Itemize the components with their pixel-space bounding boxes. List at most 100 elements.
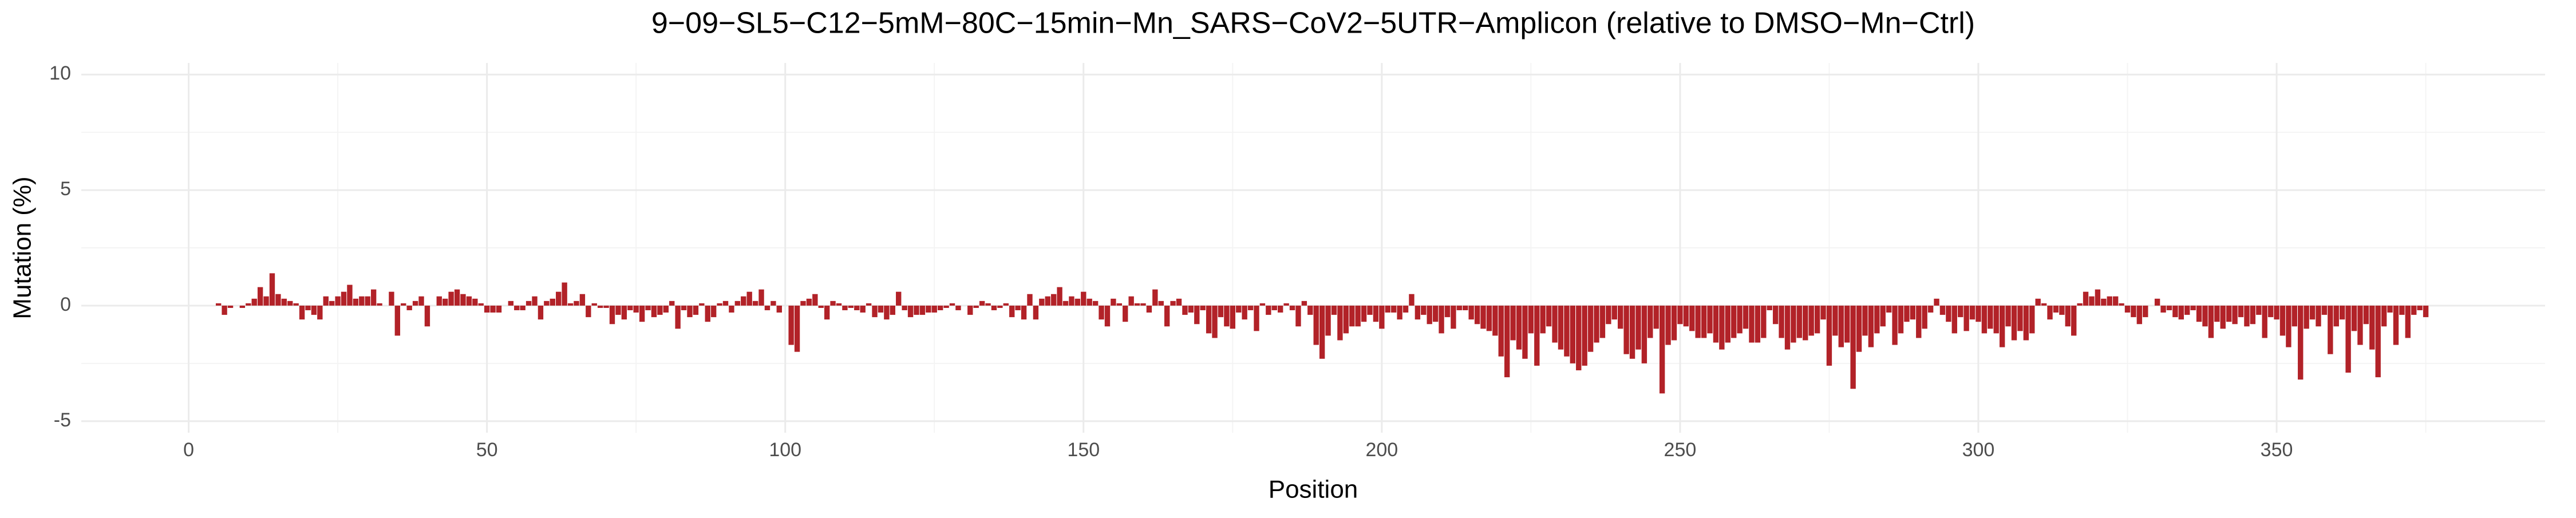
y-tick-label: 10	[49, 62, 71, 84]
bar	[1779, 305, 1784, 338]
bar	[1486, 305, 1492, 331]
bar	[1761, 305, 1767, 338]
bar	[919, 305, 926, 315]
bar	[1086, 298, 1092, 306]
bar	[1271, 305, 1277, 311]
bar	[2393, 305, 2399, 345]
bar	[1534, 305, 1540, 366]
bar	[2423, 305, 2429, 318]
bar	[2417, 305, 2423, 311]
bar	[985, 303, 991, 306]
bar	[526, 300, 532, 306]
x-tick-label: 300	[1962, 439, 1995, 461]
bar	[454, 289, 460, 306]
bar	[806, 298, 812, 306]
bar	[1725, 305, 1730, 343]
bar	[1283, 303, 1289, 306]
bar	[1862, 305, 1868, 336]
bar	[1683, 305, 1689, 327]
bar	[1844, 305, 1850, 343]
bar	[1194, 305, 1200, 325]
bar	[2328, 305, 2333, 354]
bar	[669, 300, 675, 306]
bar	[1570, 305, 1576, 363]
bar	[1969, 305, 1976, 320]
bar	[1039, 298, 1045, 306]
bar	[1963, 305, 1969, 331]
bar	[1099, 305, 1104, 320]
bar	[1874, 305, 1880, 334]
bar	[1528, 305, 1534, 334]
bar	[2202, 305, 2208, 327]
bar	[1409, 294, 1415, 306]
bar	[365, 296, 370, 306]
bar	[2178, 305, 2184, 320]
bar	[2017, 305, 2023, 331]
bar	[460, 294, 466, 306]
bar	[317, 305, 323, 320]
bar	[824, 305, 830, 320]
bar	[2244, 305, 2250, 327]
bar	[1397, 305, 1402, 320]
bar	[1218, 305, 1224, 318]
bar	[1343, 305, 1349, 334]
bar	[2172, 305, 2178, 318]
bar	[478, 303, 484, 306]
bar	[1510, 305, 1516, 341]
bar	[1456, 305, 1463, 311]
bar	[1045, 296, 1050, 306]
bar	[1927, 305, 1934, 313]
y-axis-label: Mutation (%)	[9, 176, 37, 319]
bar	[758, 289, 764, 306]
bar	[914, 305, 919, 315]
bar	[764, 305, 771, 311]
bar	[1331, 305, 1337, 315]
bar	[2387, 305, 2393, 313]
bar	[615, 305, 621, 315]
bar	[1898, 305, 1904, 334]
bar	[353, 298, 359, 306]
bar	[1939, 305, 1946, 315]
bar	[1737, 305, 1743, 334]
bar	[586, 305, 591, 318]
bar	[1677, 305, 1683, 325]
bar	[973, 305, 979, 308]
bar	[532, 296, 538, 306]
bar	[955, 305, 961, 311]
bar	[710, 305, 717, 318]
bar	[1373, 305, 1379, 322]
chart-title: 9−09−SL5−C12−5mM−80C−15min−Mn_SARS−CoV2−…	[651, 7, 1975, 40]
bar	[1599, 305, 1606, 338]
bar	[472, 298, 478, 306]
bar	[2065, 305, 2071, 327]
bar	[562, 282, 567, 306]
bar	[1492, 305, 1498, 336]
bar	[1266, 305, 1271, 315]
bar	[2411, 305, 2417, 315]
bar	[1480, 305, 1486, 329]
x-tick-label: 200	[1365, 439, 1398, 461]
bar	[1152, 289, 1158, 306]
bar	[448, 291, 454, 306]
bar	[1803, 305, 1808, 341]
bar	[741, 296, 746, 306]
bar	[633, 305, 639, 313]
bar	[1814, 305, 1820, 334]
bar	[1981, 305, 1988, 334]
bar	[771, 300, 776, 306]
bar	[556, 291, 562, 306]
bar	[1451, 305, 1456, 329]
bar	[436, 296, 442, 306]
bar	[1796, 305, 1803, 338]
bar	[1224, 305, 1230, 327]
bar	[1749, 305, 1755, 343]
bar	[311, 305, 317, 315]
bar	[335, 296, 341, 306]
bar	[949, 303, 955, 306]
bar	[484, 305, 490, 313]
bar	[1355, 305, 1361, 327]
bar	[860, 305, 866, 313]
bar	[1116, 303, 1122, 306]
bar	[239, 305, 246, 308]
